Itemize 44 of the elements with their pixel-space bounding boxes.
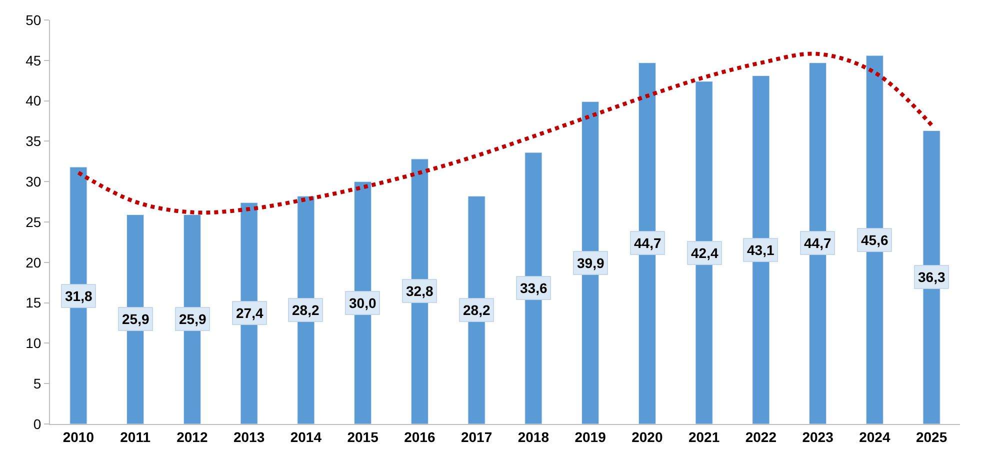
x-tick-label: 2014	[290, 428, 322, 445]
data-label: 45,6	[861, 232, 888, 248]
y-tick-label: 0	[33, 416, 42, 432]
data-label: 43,1	[747, 242, 774, 258]
x-tick-label: 2025	[916, 428, 948, 445]
data-label: 31,8	[65, 288, 92, 304]
y-tick-label: 30	[26, 174, 42, 190]
data-label: 25,9	[179, 311, 206, 327]
x-tick-label: 2010	[62, 428, 94, 445]
y-tick-label: 20	[26, 254, 42, 270]
data-label: 42,4	[691, 245, 718, 261]
x-tick-label: 2017	[460, 428, 492, 445]
y-tick-label: 50	[26, 12, 42, 28]
x-tick-label: 2011	[120, 428, 151, 445]
data-label: 28,2	[463, 302, 490, 318]
y-tick-label: 35	[26, 133, 42, 150]
data-label: 44,7	[804, 235, 832, 251]
x-tick-label: 2013	[233, 428, 265, 445]
x-tick-label: 2020	[632, 428, 663, 445]
x-tick-label: 2012	[176, 428, 208, 445]
x-tick-label: 2021	[688, 428, 720, 445]
x-tick-label: 2024	[859, 428, 890, 445]
data-label: 36,3	[918, 269, 946, 285]
data-label: 27,4	[236, 305, 264, 321]
y-tick-label: 45	[26, 52, 42, 68]
data-label: 30,0	[349, 295, 376, 311]
data-label: 25,9	[122, 311, 150, 327]
data-label: 28,2	[292, 302, 320, 318]
x-tick-label: 2022	[745, 428, 777, 445]
data-label: 33,6	[520, 280, 548, 296]
data-label: 44,7	[634, 235, 662, 251]
x-tick-label: 2023	[802, 428, 834, 445]
y-tick-label: 40	[26, 92, 42, 109]
x-tick-label: 2016	[404, 428, 436, 445]
y-tick-label: 10	[26, 335, 42, 352]
data-label: 39,9	[577, 255, 604, 271]
x-tick-label: 2019	[574, 428, 606, 445]
x-tick-label: 2015	[347, 428, 379, 445]
y-tick-label: 5	[33, 376, 42, 392]
line-series	[76, 52, 934, 215]
data-label: 32,8	[406, 283, 434, 299]
y-tick-label: 25	[26, 214, 42, 230]
y-tick-label: 15	[26, 294, 42, 311]
x-tick-label: 2018	[518, 428, 550, 445]
